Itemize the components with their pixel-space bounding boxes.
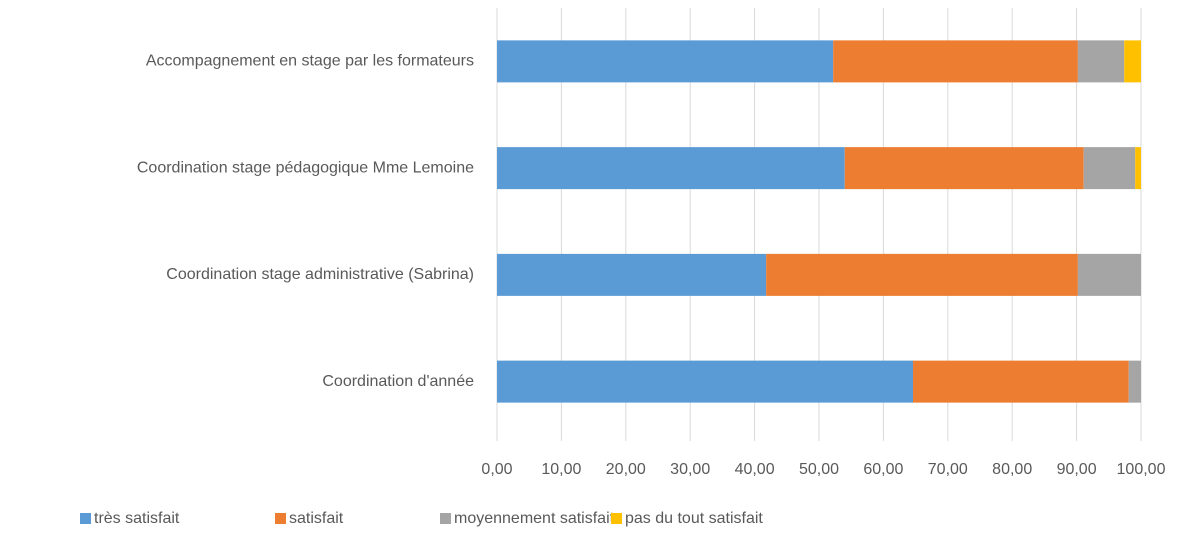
legend-label: moyennement satisfait [454, 510, 615, 527]
bar-segment [1077, 253, 1141, 296]
x-tick-label: 70,00 [928, 461, 968, 478]
x-tick-label: 0,00 [481, 461, 512, 478]
bar-segment [913, 360, 1129, 403]
bar-segment [497, 40, 834, 83]
x-tick-label: 20,00 [606, 461, 646, 478]
x-tick-label: 50,00 [799, 461, 839, 478]
category-label: Coordination stage pédagogique Mme Lemoi… [137, 159, 474, 176]
bar-segment [1128, 360, 1141, 403]
legend-swatch [275, 513, 286, 524]
bar-segment [1124, 40, 1141, 83]
legend-label: pas du tout satisfait [625, 510, 763, 527]
bar-segment [1077, 40, 1125, 83]
x-tick-label: 100,00 [1117, 461, 1166, 478]
category-label: Coordination d'année [322, 373, 474, 390]
category-label: Coordination stage administrative (Sabri… [166, 266, 474, 283]
legend-swatch [611, 513, 622, 524]
bar-segment [497, 147, 845, 190]
bar-segment [1083, 147, 1136, 190]
x-tick-label: 10,00 [541, 461, 581, 478]
bar-segment [833, 40, 1078, 83]
bar-segment [497, 360, 914, 403]
bar-segment [497, 253, 767, 296]
legend-swatch [80, 513, 91, 524]
x-tick-label: 80,00 [992, 461, 1032, 478]
legend-label: satisfait [289, 510, 344, 527]
category-label: Accompagnement en stage par les formateu… [146, 53, 474, 70]
legend-swatch [440, 513, 451, 524]
x-tick-label: 30,00 [670, 461, 710, 478]
x-tick-label: 90,00 [1057, 461, 1097, 478]
bar-segment [844, 147, 1084, 190]
legend-label: très satisfait [94, 510, 180, 527]
bar-segment [1135, 147, 1141, 190]
bar-segment [766, 253, 1078, 296]
x-tick-label: 40,00 [735, 461, 775, 478]
x-tick-label: 60,00 [863, 461, 903, 478]
